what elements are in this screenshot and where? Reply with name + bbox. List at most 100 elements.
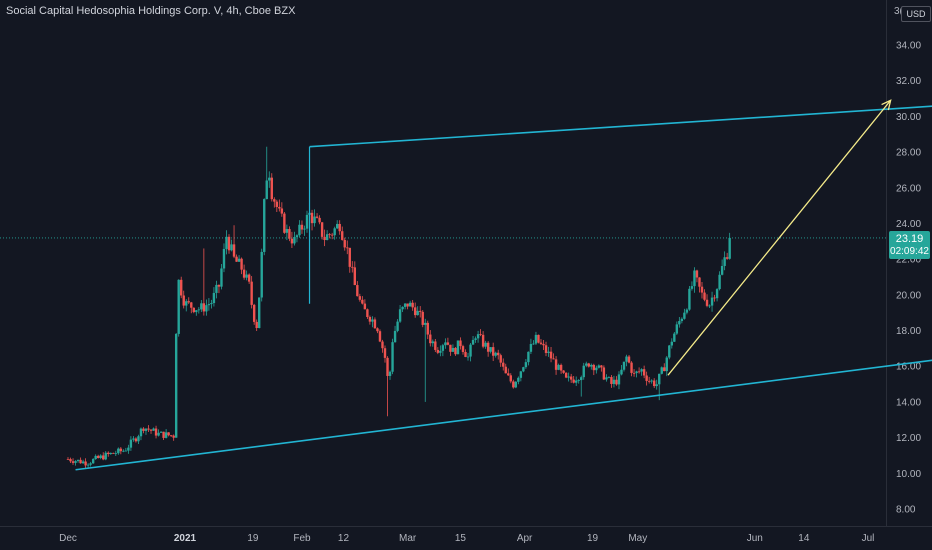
candle-body [315,216,319,218]
candle-body [237,258,241,262]
candle-body [371,319,374,322]
candle-body [590,364,593,367]
candle-body [104,452,107,460]
candle-body [381,341,384,349]
candle-body [398,309,402,322]
candle-body [361,299,364,304]
projection-arrow-head [881,99,892,111]
candle-body [486,342,490,352]
candle-body [431,341,434,344]
candle-body [715,289,719,299]
candle-body [723,257,726,266]
candle-body [411,302,414,308]
candle-body [625,356,628,362]
candle-body [670,341,674,346]
chart-title: Social Capital Hedosophia Holdings Corp.… [6,5,296,17]
candle-body [469,344,472,357]
candle-body [401,306,404,310]
candle-body [137,436,140,442]
candle-body [464,351,467,357]
candle-body [167,432,170,436]
candle-body [474,338,477,340]
candle-body [278,206,281,209]
candle-body [109,452,112,455]
candle-body [300,224,304,230]
candle-body [600,365,603,368]
candle-body [497,352,500,356]
y-tick-label: 20.00 [896,290,921,301]
candle-body [577,380,580,381]
y-tick-label: 22.00 [896,255,921,266]
candle-body [212,292,216,304]
candle-body [471,339,475,345]
candle-body [290,238,294,244]
candle-body [119,448,123,452]
candle-body [71,461,75,463]
candle-body [595,367,598,371]
candle-body [720,265,724,275]
candle-body [69,459,72,462]
candle-body [466,356,470,358]
candle-body [602,367,606,380]
candle-body [232,244,236,257]
candle-body [293,236,296,244]
candle-body [174,333,178,438]
candle-body [79,459,82,464]
candle-body [338,223,341,232]
candle-body [429,334,432,344]
candle-body [247,274,251,282]
candle-body [162,431,165,438]
candle-body [484,342,487,347]
candle-body [215,284,218,293]
candle-body [242,269,246,278]
candle-body [373,319,377,329]
candle-body [124,450,128,452]
candle-body [587,363,590,367]
candle-body [660,367,663,374]
candle-body [718,274,721,290]
candle-body [270,177,273,200]
candle-body [323,236,326,241]
candle-body [310,212,314,224]
candle-body [220,268,223,287]
candle-body [81,461,85,464]
candle-body [683,312,686,319]
currency-button[interactable]: USD [901,6,931,22]
last-price-tag: 23.19 02:09:42 [889,231,930,259]
candle-body [698,277,701,287]
candle-body [499,355,502,363]
candle-body [406,303,409,307]
candle-body [476,334,480,339]
candle-body [647,380,651,382]
candle-body [127,447,130,451]
candle-body [157,432,160,436]
candle-body [122,450,125,452]
candle-body [147,428,150,430]
candle-body [391,342,394,372]
candle-body [388,371,392,376]
candle-body [592,364,596,371]
y-tick-label: 30.00 [896,112,921,123]
candle-body [424,322,427,325]
candle-body [710,297,714,306]
y-tick-label: 14.00 [896,397,921,408]
candle-body [456,340,460,355]
candle-body [210,303,213,305]
candle-body [376,328,379,332]
candle-body [509,375,512,382]
candle-body [650,380,653,382]
candle-body [288,229,291,239]
candle-body [580,377,583,381]
candle-body [346,247,349,249]
candle-body [187,301,190,303]
candle-body [335,223,339,229]
candle-body [341,231,344,240]
candle-body [673,333,676,342]
candle-body [197,309,201,311]
candle-body [343,239,346,248]
candle-body [368,316,372,322]
last-price-value: 23.19 [895,233,924,245]
candle-body [426,322,429,335]
candle-body [703,292,706,300]
